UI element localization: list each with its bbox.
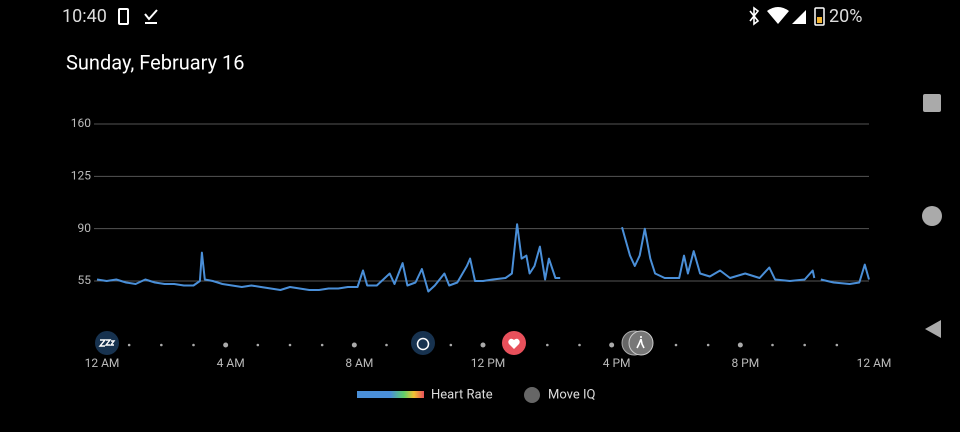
timeline-dot	[771, 343, 774, 347]
timeline-dot	[674, 343, 678, 347]
legend-label: Heart Rate	[431, 387, 493, 402]
x-tick-label: 4 AM	[217, 356, 245, 370]
timeline-dot	[320, 343, 324, 347]
timeline-dot	[385, 343, 388, 347]
timeline-dot	[223, 342, 229, 348]
x-tick-label: 12 PM	[471, 356, 506, 370]
bluetooth-icon	[749, 6, 760, 26]
y-tick-label: 90	[78, 221, 92, 235]
timeline-dot	[192, 343, 195, 347]
nav-recents[interactable]	[923, 94, 941, 112]
heart-rate-line	[96, 223, 870, 293]
timeline-dot	[578, 343, 581, 347]
status-time: 10:40	[62, 6, 107, 27]
timeline-dot	[288, 343, 292, 347]
timeline-dot	[609, 342, 615, 348]
check-icon	[144, 9, 158, 24]
plot: 55 90 125 160 12 AM 4 AM 8 AM 12 PM 4 PM 8 PM 12 A…	[71, 116, 892, 370]
timeline-dot	[351, 342, 357, 348]
y-tick-label: 160	[71, 116, 91, 130]
date-title: Sunday, February 16	[66, 50, 245, 74]
alarm-icon	[411, 331, 435, 355]
y-tick-label: 125	[71, 169, 91, 183]
battery-saver-icon	[118, 8, 129, 25]
x-tick-label: 12 AM	[857, 356, 892, 370]
signal-icon	[792, 10, 806, 24]
battery-level	[817, 17, 822, 23]
activity-icons	[95, 330, 654, 356]
x-tick-label: 8 PM	[731, 356, 759, 370]
heart-glyph	[508, 338, 520, 349]
sleep-glyph	[98, 339, 116, 347]
timeline-dot	[127, 343, 131, 347]
wifi-icon	[767, 7, 789, 24]
battery-icon	[814, 7, 825, 26]
timeline-dot	[803, 343, 806, 347]
timeline-dot	[256, 343, 260, 347]
legend-swatch	[357, 391, 424, 398]
timeline-dot	[449, 343, 453, 347]
x-tick-label: 8 AM	[345, 356, 373, 370]
alarm-glyph	[416, 337, 430, 351]
nav-home[interactable]	[922, 206, 942, 226]
timeline-dot	[160, 343, 163, 347]
timeline-dot	[706, 343, 710, 347]
timeline-dot	[835, 343, 839, 347]
y-tick-label: 55	[78, 273, 92, 287]
legend-swatch	[524, 387, 540, 403]
battery-percent: 20%	[829, 6, 862, 27]
nav-back[interactable]	[925, 320, 941, 338]
x-tick-label: 12 AM	[85, 356, 120, 370]
timeline-dot	[546, 343, 549, 347]
x-tick-label: 4 PM	[603, 356, 631, 370]
timeline-dot	[737, 342, 743, 348]
walk-glyph	[636, 336, 645, 349]
timeline-dot	[480, 342, 486, 348]
legend-label: Move IQ	[548, 387, 596, 402]
